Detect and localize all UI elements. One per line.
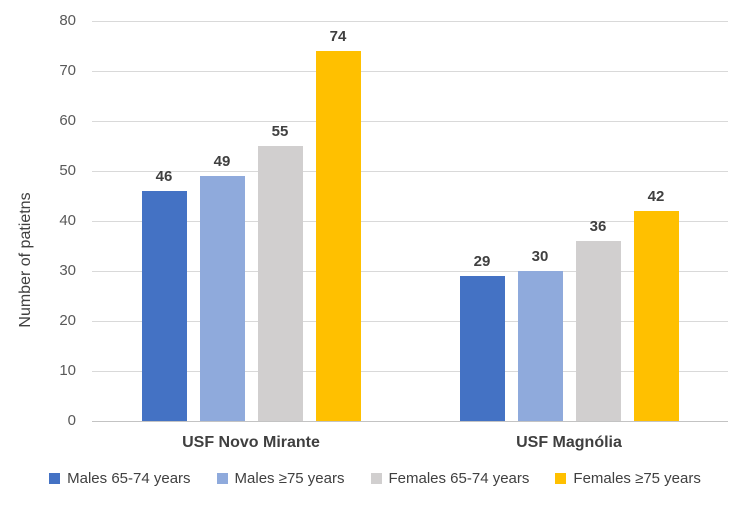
bar-wrap: 30 <box>517 21 563 421</box>
gridline <box>92 370 728 372</box>
legend-item: Females ≥75 years <box>555 470 701 487</box>
legend-swatch <box>49 473 61 484</box>
bar <box>257 146 303 421</box>
y-tick-label: 80 <box>59 12 76 29</box>
plot-area: 46 49 55 74 29 30 36 42 <box>92 20 728 422</box>
y-tick-label: 20 <box>59 312 76 329</box>
bar-value-label: 55 <box>271 123 289 140</box>
bar <box>517 271 563 421</box>
gridline <box>92 220 728 222</box>
gridline <box>92 120 728 122</box>
gridline <box>92 270 728 272</box>
bar-wrap: 49 <box>199 21 245 421</box>
bar <box>575 241 621 421</box>
bar <box>199 176 245 421</box>
bar <box>459 276 505 421</box>
bar-wrap: 46 <box>141 21 187 421</box>
bar-value-label: 30 <box>531 248 549 265</box>
legend-swatch <box>216 473 228 484</box>
bar <box>315 51 361 421</box>
gridline <box>92 320 728 322</box>
bar-value-label: 46 <box>155 168 173 185</box>
category-label: USF Novo Mirante <box>182 434 320 451</box>
y-tick-label: 0 <box>67 412 76 429</box>
bar-wrap: 42 <box>633 21 679 421</box>
legend: Males 65-74 years Males ≥75 years Females … <box>0 470 750 487</box>
bar-group: 46 49 55 74 <box>92 21 410 421</box>
legend-swatch <box>555 473 567 484</box>
bar-wrap: 36 <box>575 21 621 421</box>
legend-item: Females 65-74 years <box>370 470 530 487</box>
y-tick-label: 50 <box>59 162 76 179</box>
legend-label: Females ≥75 years <box>573 470 701 487</box>
y-tick-label: 10 <box>59 362 76 379</box>
x-axis-line <box>92 420 728 422</box>
bar-wrap: 29 <box>459 21 505 421</box>
legend-label: Males 65-74 years <box>67 470 191 487</box>
bar-wrap: 74 <box>315 21 361 421</box>
bar-value-label: 29 <box>473 253 491 270</box>
legend-item: Males ≥75 years <box>216 470 345 487</box>
legend-label: Females 65-74 years <box>388 470 530 487</box>
y-tick-label: 70 <box>59 62 76 79</box>
legend-label: Males ≥75 years <box>234 470 345 487</box>
y-tick-label: 60 <box>59 112 76 129</box>
bar-value-label: 49 <box>213 153 231 170</box>
gridline <box>92 70 728 72</box>
legend-swatch <box>370 473 382 484</box>
bar-value-label: 36 <box>589 218 607 235</box>
y-tick-label: 30 <box>59 262 76 279</box>
bar-value-label: 74 <box>329 28 347 45</box>
bar-wrap: 55 <box>257 21 303 421</box>
bar-group: 29 30 36 42 <box>410 21 728 421</box>
gridline <box>92 170 728 172</box>
bar <box>633 211 679 421</box>
category-label: USF Magnólia <box>516 434 622 451</box>
y-tick-label: 40 <box>59 212 76 229</box>
gridline <box>92 20 728 22</box>
bar <box>141 191 187 421</box>
bar-value-label: 42 <box>647 188 665 205</box>
legend-item: Males 65-74 years <box>49 470 191 487</box>
